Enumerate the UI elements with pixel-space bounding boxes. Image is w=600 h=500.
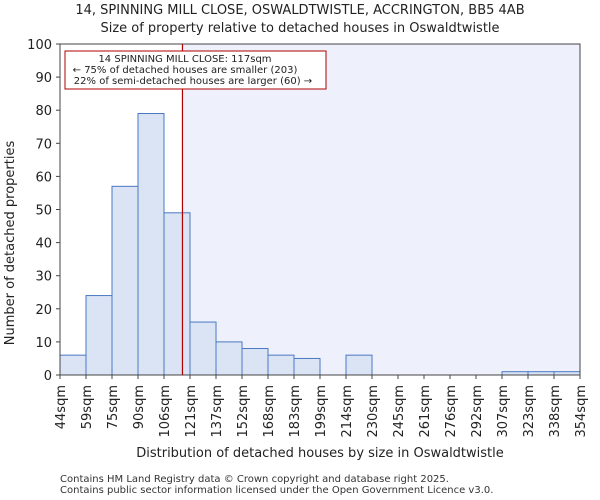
x-tick-label: 323sqm (522, 385, 537, 438)
y-tick-label: 80 (35, 104, 52, 119)
x-tick-label: 121sqm (184, 385, 199, 438)
footer-line-1: Contains HM Land Registry data © Crown c… (60, 474, 449, 485)
x-tick-label: 245sqm (392, 385, 407, 438)
x-tick-label: 75sqm (106, 385, 121, 429)
bar-137sqm (215, 341, 243, 376)
x-tick-label: 261sqm (418, 385, 433, 438)
bar-183sqm (293, 357, 321, 376)
y-tick-label: 70 (35, 137, 52, 152)
y-tick-label: 40 (35, 237, 52, 252)
x-tick-label: 276sqm (444, 385, 459, 438)
annotation-line-3: 22% of semi-detached houses are larger (… (74, 76, 312, 87)
bar-59sqm (85, 295, 113, 376)
y-tick-label: 100 (27, 38, 52, 53)
x-tick-label: 59sqm (80, 385, 95, 429)
x-tick-label: 199sqm (314, 385, 329, 438)
y-tick-label: 0 (44, 369, 52, 384)
x-tick-label: 90sqm (132, 385, 147, 429)
x-tick-label: 214sqm (340, 385, 355, 438)
chart-title: 14, SPINNING MILL CLOSE, OSWALDTWISTLE, … (75, 3, 525, 18)
bar-214sqm (345, 354, 373, 376)
y-axis-label: Number of detached properties (3, 141, 18, 346)
x-tick-label: 137sqm (210, 385, 225, 438)
annotation-box (64, 50, 327, 90)
bar-106sqm (163, 212, 191, 376)
x-tick-label: 183sqm (288, 385, 303, 438)
y-tick-label: 30 (35, 270, 52, 285)
y-tick-label: 60 (35, 170, 52, 185)
bar-121sqm (189, 321, 217, 376)
bar-44sqm (59, 354, 87, 376)
x-tick-label: 44sqm (54, 385, 69, 429)
y-tick-label: 90 (35, 71, 52, 86)
bar-90sqm (137, 113, 165, 376)
y-tick-label: 10 (35, 336, 52, 351)
footer-line-2: Contains public sector information licen… (60, 485, 494, 496)
larger-region-shade (182, 44, 581, 375)
x-tick-label: 354sqm (574, 385, 589, 438)
x-tick-label: 338sqm (548, 385, 563, 438)
x-tick-label: 307sqm (496, 385, 511, 438)
x-tick-label: 230sqm (366, 385, 381, 438)
y-tick-label: 20 (35, 303, 52, 318)
bar-152sqm (241, 348, 269, 376)
x-axis-label: Distribution of detached houses by size … (136, 446, 504, 461)
annotation-line-2: ← 75% of detached houses are smaller (20… (73, 65, 298, 76)
bar-75sqm (111, 185, 139, 376)
x-tick-label: 152sqm (236, 385, 251, 438)
y-tick-label: 50 (35, 204, 52, 219)
chart-subtitle: Size of property relative to detached ho… (100, 21, 500, 36)
x-tick-label: 292sqm (470, 385, 485, 438)
x-tick-label: 168sqm (262, 385, 277, 438)
bar-168sqm (267, 354, 295, 376)
annotation-line-1: 14 SPINNING MILL CLOSE: 117sqm (98, 54, 271, 65)
x-tick-label: 106sqm (158, 385, 173, 438)
